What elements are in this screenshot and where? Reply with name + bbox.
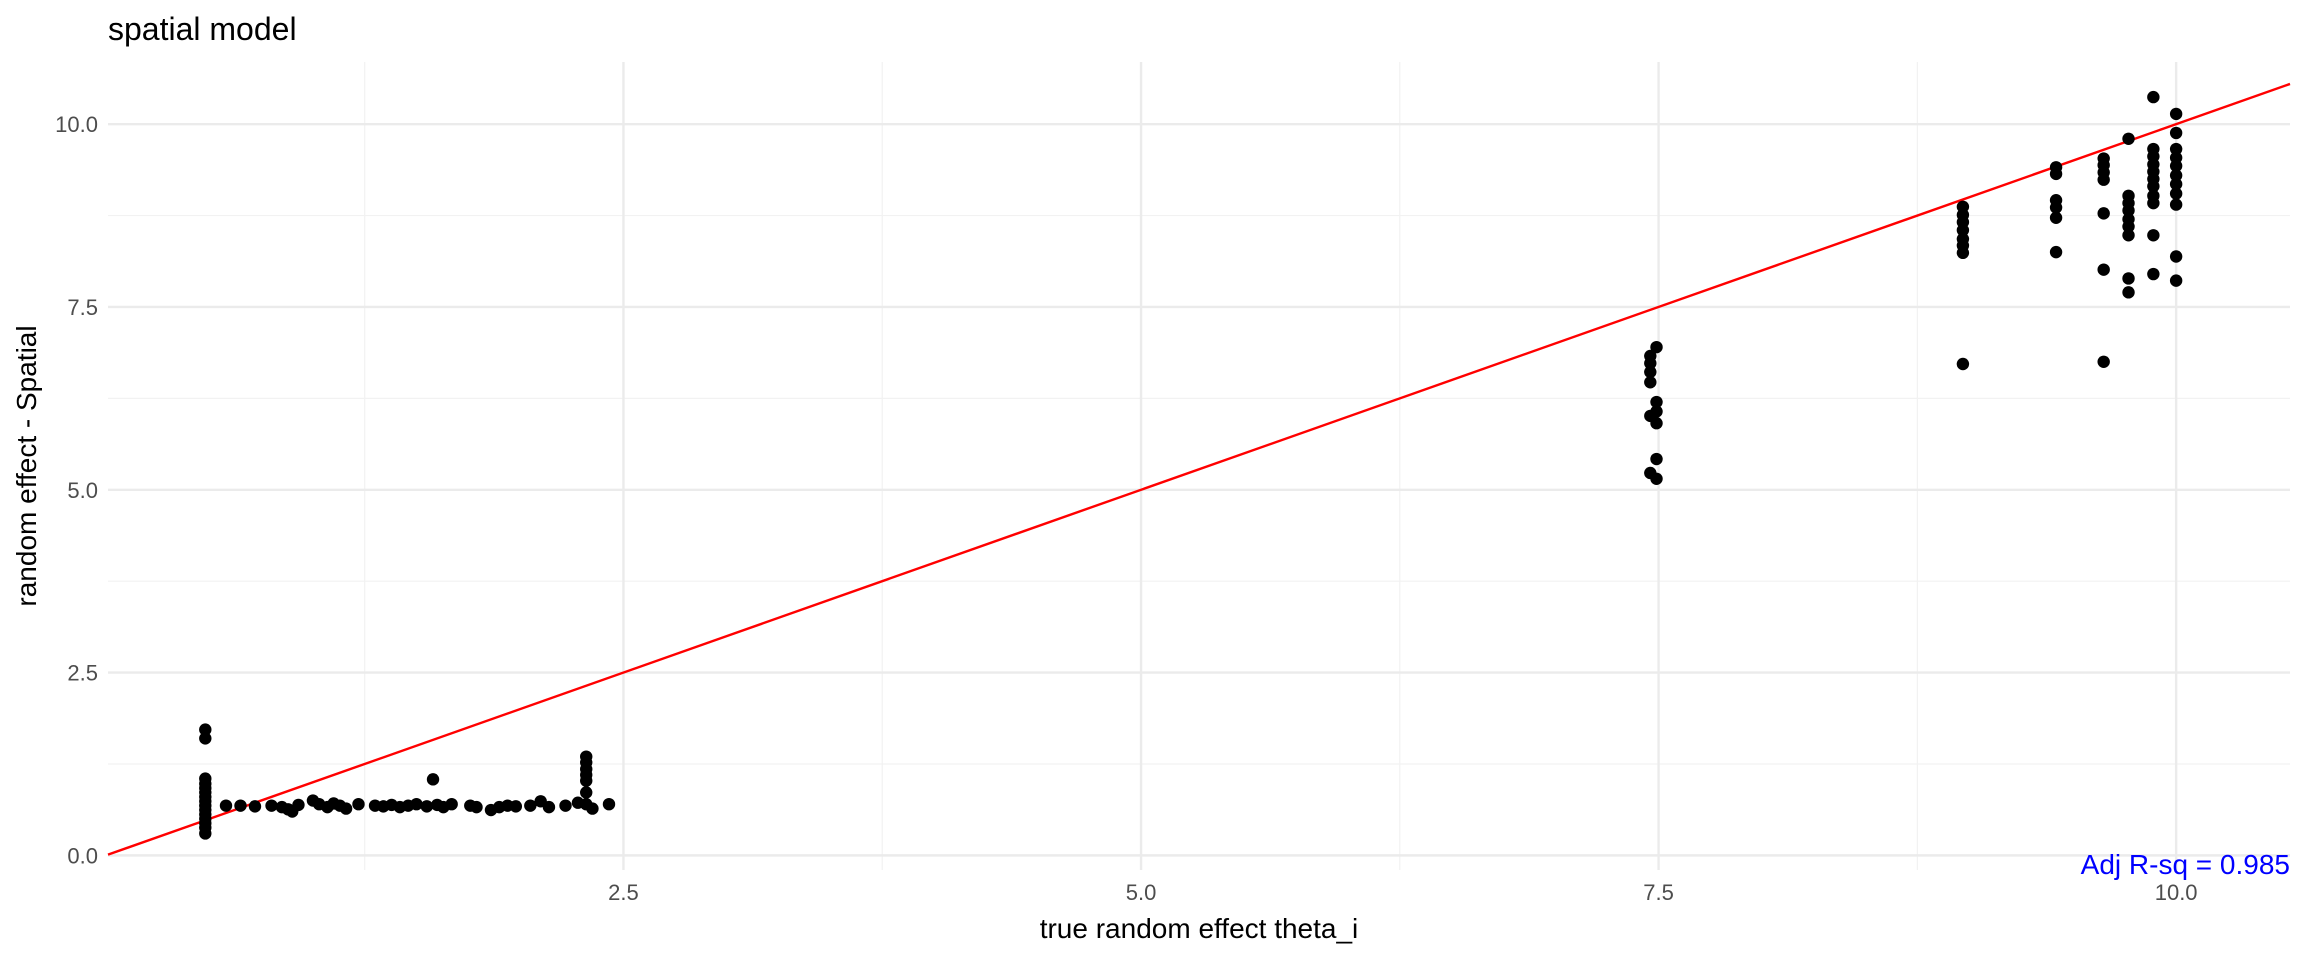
- data-point: [2122, 286, 2135, 299]
- y-tick-label: 5.0: [67, 478, 98, 503]
- data-point: [559, 799, 572, 812]
- data-point: [2169, 274, 2183, 287]
- data-point: [542, 800, 556, 814]
- data-point: [445, 797, 458, 811]
- x-axis-title: true random effect theta_i: [1040, 913, 1359, 944]
- data-point: [580, 786, 593, 799]
- data-point: [1650, 395, 1663, 409]
- data-point: [199, 732, 212, 745]
- grid: [108, 62, 2290, 870]
- data-point: [2169, 169, 2183, 182]
- adj-r-squared-annotation: Adj R-sq = 0.985: [2081, 849, 2290, 880]
- tick-labels: 2.5 5.0 7.5 10.0 0.0 2.5 5.0 7.5 10.0: [55, 112, 2197, 905]
- x-tick-label: 2.5: [608, 880, 639, 905]
- data-point: [470, 800, 483, 814]
- data-point: [2169, 126, 2183, 140]
- data-point: [1650, 452, 1663, 466]
- data-point: [586, 802, 599, 815]
- data-point: [2169, 198, 2183, 211]
- data-point: [426, 773, 440, 786]
- y-axis-title: random effect - Spatial: [11, 325, 42, 606]
- y-tick-label: 2.5: [67, 661, 98, 686]
- data-point: [2049, 245, 2063, 259]
- data-point: [420, 800, 434, 813]
- y-tick-label: 0.0: [67, 843, 98, 868]
- data-point: [2122, 272, 2135, 285]
- data-point: [602, 797, 616, 811]
- data-point: [410, 797, 423, 811]
- data-point: [199, 723, 212, 736]
- data-point: [1650, 340, 1663, 354]
- data-point: [2097, 173, 2110, 186]
- data-point: [199, 827, 212, 840]
- reference-line: [107, 82, 2291, 856]
- data-point: [2097, 263, 2110, 276]
- data-point: [2049, 167, 2063, 181]
- data-point: [2147, 196, 2160, 210]
- data-point: [2122, 204, 2135, 217]
- data-point: [2147, 180, 2160, 193]
- data-point: [1956, 246, 1970, 260]
- y-tick-label: 7.5: [67, 295, 98, 320]
- data-point: [1650, 405, 1663, 418]
- x-tick-label: 10.0: [2155, 880, 2198, 905]
- data-point: [2049, 201, 2063, 214]
- data-point: [2049, 211, 2063, 224]
- data-point: [1650, 472, 1663, 485]
- data-point: [580, 774, 593, 787]
- data-point: [248, 800, 262, 813]
- data-point: [2169, 142, 2183, 156]
- data-point: [2097, 355, 2110, 369]
- data-point: [2169, 250, 2183, 263]
- data-point: [265, 799, 278, 812]
- data-point: [2147, 229, 2160, 242]
- x-tick-label: 7.5: [1643, 880, 1674, 905]
- data-point: [352, 797, 365, 811]
- data-point: [2122, 132, 2135, 145]
- data-point: [524, 799, 537, 812]
- data-point: [2147, 90, 2160, 104]
- data-point: [234, 799, 247, 812]
- x-tick-label: 5.0: [1126, 880, 1157, 905]
- data-point: [1956, 223, 1970, 237]
- chart-title: spatial model: [108, 11, 297, 47]
- data-point: [2122, 220, 2135, 233]
- points-layer: [199, 90, 2183, 840]
- data-point: [2097, 207, 2110, 220]
- data-point: [2147, 267, 2160, 281]
- data-point: [2169, 107, 2183, 121]
- data-point: [219, 799, 233, 812]
- data-point: [1644, 357, 1657, 370]
- data-point: [2169, 187, 2183, 200]
- reference-line-layer: [107, 82, 2291, 856]
- data-point: [1650, 417, 1663, 430]
- y-tick-label: 10.0: [55, 112, 98, 137]
- data-point: [2169, 177, 2183, 191]
- data-point: [2122, 229, 2135, 242]
- data-point: [292, 798, 305, 812]
- data-point: [1644, 376, 1657, 389]
- data-point: [2169, 159, 2183, 173]
- data-point: [1956, 357, 1970, 371]
- data-point: [1644, 365, 1657, 379]
- data-point: [509, 800, 523, 813]
- data-point: [339, 802, 353, 815]
